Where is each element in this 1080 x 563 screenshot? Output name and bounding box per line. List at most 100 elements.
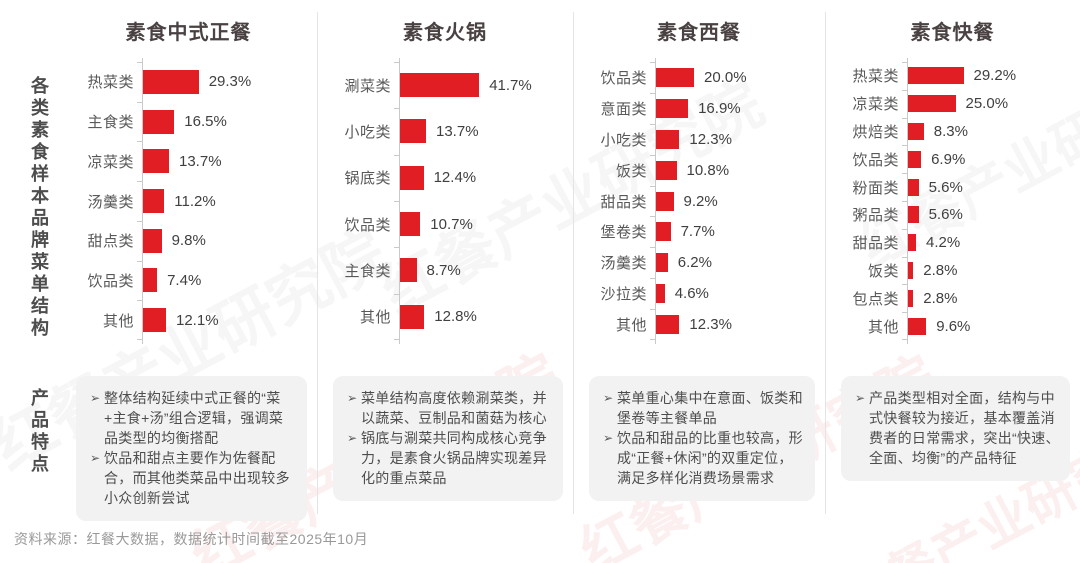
bar-value-label: 4.2% bbox=[926, 234, 961, 252]
arrow-bullet-icon: ➢ bbox=[602, 431, 614, 445]
bar-value-label: 4.6% bbox=[674, 285, 709, 303]
bar-category-label: 甜点类 bbox=[87, 233, 134, 251]
feature-text: 饮品和甜点主要作为佐餐配合，而其他类菜品中出现较多小众创新尝试 bbox=[104, 450, 290, 506]
arrow-bullet-icon: ➢ bbox=[854, 391, 866, 405]
bar-track bbox=[656, 191, 674, 211]
bar-row: 汤羹类 11.2% bbox=[60, 181, 317, 221]
bar-row: 主食类 8.7% bbox=[317, 247, 573, 293]
bar-row: 饮品类 7.4% bbox=[60, 260, 317, 301]
category-column: 素食火锅 涮菜类 41.7% 小吃类 13.7% 锅底类 12.4% 饮品类 1… bbox=[317, 0, 573, 563]
bar-value-label: 41.7% bbox=[489, 76, 532, 94]
bar-chart: 热菜类 29.3% 主食类 16.5% 凉菜类 13.7% 汤羹类 11.2% … bbox=[60, 58, 317, 344]
bar-track bbox=[143, 189, 165, 214]
bar-row: 烘焙类 8.3% bbox=[825, 117, 1080, 146]
bar-category-label: 小吃类 bbox=[600, 131, 647, 149]
bar-row: 饭类 10.8% bbox=[573, 154, 825, 186]
column-divider bbox=[317, 12, 318, 514]
bar-row: 热菜类 29.3% bbox=[60, 62, 317, 102]
bar-category-label: 其他 bbox=[615, 317, 647, 335]
arrow-bullet-icon: ➢ bbox=[346, 431, 358, 445]
bar-value-label: 6.9% bbox=[931, 150, 966, 168]
bar-row: 锅底类 12.4% bbox=[317, 154, 573, 201]
bar-value-label: 20.0% bbox=[704, 68, 747, 86]
bar-value-label: 12.3% bbox=[689, 130, 732, 148]
bar-track bbox=[908, 67, 964, 85]
bar-track bbox=[908, 150, 922, 168]
feature-box: ➢ 菜单重心集中在意面、饭类和堡卷等主餐单品 ➢ 饮品和甜品的比重也较高，形成“… bbox=[589, 376, 815, 501]
feature-text: 饮品和甜品的比重也较高，形成“正餐+休闲”的双重定位，满足多样化消费场景需求 bbox=[617, 430, 803, 486]
bar-category-label: 凉菜类 bbox=[852, 96, 899, 114]
bar bbox=[400, 165, 424, 190]
bar-category-label: 意面类 bbox=[600, 100, 647, 118]
bar-value-label: 16.5% bbox=[184, 113, 227, 131]
bar bbox=[908, 67, 964, 85]
feature-text: 菜单结构高度依赖涮菜类，并以蔬菜、豆制品和菌菇为核心 bbox=[361, 390, 547, 426]
bar-category-label: 沙拉类 bbox=[600, 286, 647, 304]
bar bbox=[400, 119, 426, 144]
bar-value-label: 12.4% bbox=[433, 169, 477, 187]
bar bbox=[656, 222, 671, 242]
bar-category-label: 烘焙类 bbox=[852, 123, 899, 141]
bar-track bbox=[908, 289, 914, 307]
bar bbox=[656, 315, 680, 335]
bar-row: 沙拉类 4.6% bbox=[573, 278, 825, 309]
bar-track bbox=[143, 308, 166, 333]
bar bbox=[908, 206, 919, 224]
column-divider bbox=[825, 12, 826, 514]
bar-row: 凉菜类 13.7% bbox=[60, 141, 317, 181]
bar-category-label: 粉面类 bbox=[852, 179, 899, 197]
bar-track bbox=[400, 212, 421, 237]
bar-value-label: 9.6% bbox=[936, 317, 971, 335]
bar-track bbox=[656, 67, 694, 87]
bar-category-label: 凉菜类 bbox=[87, 153, 134, 171]
bar-track bbox=[143, 109, 175, 134]
bar-row: 甜点类 9.8% bbox=[60, 220, 317, 261]
bar-track bbox=[400, 304, 425, 329]
bar-track bbox=[656, 315, 680, 335]
bar-category-label: 饭类 bbox=[615, 162, 647, 180]
bar-row: 主食类 16.5% bbox=[60, 101, 317, 142]
feature-box: ➢ 整体结构延续中式正餐的“菜+主食+汤”组合逻辑，强调菜品类型的均衡搭配 ➢ … bbox=[76, 376, 307, 521]
bar-track bbox=[400, 165, 424, 190]
column-divider bbox=[573, 12, 574, 514]
bar-row: 饮品类 10.7% bbox=[317, 200, 573, 247]
bar-track bbox=[908, 122, 924, 140]
bar bbox=[656, 191, 674, 211]
bar-track bbox=[908, 206, 919, 224]
feature-item: ➢ 产品类型相对全面，结构与中式快餐较为接近，基本覆盖消费者的日常需求，突出“快… bbox=[851, 388, 1060, 468]
bar-track bbox=[143, 69, 199, 94]
bar bbox=[143, 109, 175, 134]
bar-category-label: 其他 bbox=[102, 312, 134, 330]
feature-item: ➢ 整体结构延续中式正餐的“菜+主食+汤”组合逻辑，强调菜品类型的均衡搭配 bbox=[86, 388, 297, 448]
category-column: 素食西餐 饮品类 20.0% 意面类 16.9% 小吃类 12.3% 饭类 10… bbox=[573, 0, 825, 563]
bar-track bbox=[656, 253, 668, 273]
bar-value-label: 7.4% bbox=[167, 271, 202, 289]
category-column: 素食快餐 热菜类 29.2% 凉菜类 25.0% 烘焙类 8.3% 饮品类 6.… bbox=[825, 0, 1080, 563]
bar-track bbox=[656, 284, 665, 304]
bar bbox=[400, 258, 417, 283]
arrow-bullet-icon: ➢ bbox=[602, 391, 614, 405]
bar-category-label: 包点类 bbox=[852, 290, 899, 308]
bar-category-label: 粥品类 bbox=[852, 207, 899, 225]
bar-track bbox=[908, 234, 916, 252]
bar-value-label: 9.8% bbox=[171, 232, 206, 250]
bar bbox=[908, 178, 919, 196]
feature-text: 菜单重心集中在意面、饭类和堡卷等主餐单品 bbox=[617, 390, 803, 426]
bar-value-label: 7.7% bbox=[680, 223, 715, 241]
bar-category-label: 主食类 bbox=[344, 262, 391, 280]
bar bbox=[143, 308, 166, 333]
category-column: 素食中式正餐 热菜类 29.3% 主食类 16.5% 凉菜类 13.7% 汤羹类… bbox=[60, 0, 317, 563]
bar-category-label: 饭类 bbox=[867, 262, 899, 280]
bar bbox=[143, 149, 169, 174]
bar-value-label: 29.2% bbox=[973, 67, 1017, 85]
bar-row: 包点类 2.8% bbox=[825, 284, 1080, 312]
feature-item: ➢ 饮品和甜品的比重也较高，形成“正餐+休闲”的双重定位，满足多样化消费场景需求 bbox=[599, 428, 805, 488]
feature-text: 锅底与涮菜共同构成核心竞争力，是素食火锅品牌实现差异化的重点菜品 bbox=[361, 430, 547, 486]
bar-category-label: 热菜类 bbox=[852, 68, 899, 86]
arrow-bullet-icon: ➢ bbox=[89, 451, 101, 465]
bar-row: 甜品类 9.2% bbox=[573, 185, 825, 217]
bar-track bbox=[908, 317, 927, 335]
bar-row: 粉面类 5.6% bbox=[825, 173, 1080, 201]
